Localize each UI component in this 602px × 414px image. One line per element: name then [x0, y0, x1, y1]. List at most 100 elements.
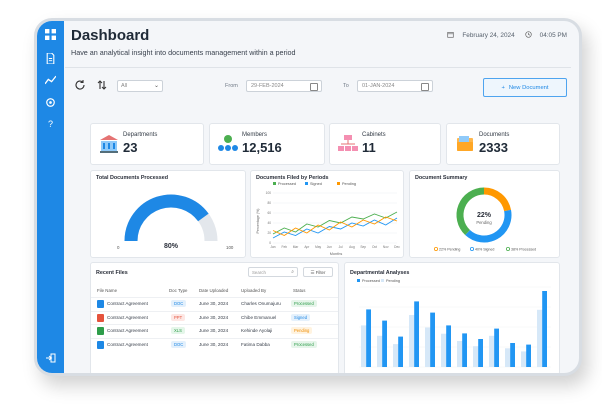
file-name: Contract Agreement	[107, 328, 148, 333]
from-date-value: 29-FEB-2024	[251, 83, 284, 89]
grid-icon[interactable]	[37, 21, 64, 47]
y-tick-label: 80	[267, 201, 271, 205]
card-title: Documents Filed by Periods	[256, 175, 329, 181]
refresh-icon[interactable]	[73, 78, 87, 92]
file-icon	[97, 313, 104, 322]
donut-slice	[465, 209, 512, 243]
x-tick-label: Feb	[282, 245, 288, 249]
bar-processed	[414, 301, 419, 367]
sidebar: ?	[37, 21, 64, 373]
page-title: Dashboard	[71, 27, 150, 44]
card-title: Total Documents Processed	[96, 175, 169, 181]
to-date-input[interactable]: 01-JAN-2024	[357, 80, 433, 92]
donut-chart: 22% Pending 22% Pending 40% Signed 38% Pro…	[433, 187, 536, 252]
bar-pending	[361, 325, 370, 367]
legend-label: Pending	[342, 182, 356, 186]
legend-swatch	[357, 279, 360, 282]
help-icon[interactable]: ?	[47, 119, 53, 129]
to-date-value: 01-JAN-2024	[362, 83, 395, 89]
stat-label: Cabinets	[362, 132, 386, 138]
status-badge: Processed	[291, 340, 317, 348]
donut-slice	[483, 187, 512, 212]
new-document-button[interactable]: + New Document	[483, 78, 567, 97]
y-tick-label: 100	[266, 191, 272, 195]
stat-label: Documents	[479, 132, 510, 138]
logout-icon[interactable]	[37, 353, 64, 363]
filter-select[interactable]: All ⌄	[117, 80, 163, 92]
file-icon	[97, 340, 104, 349]
file-icon	[97, 300, 104, 308]
uploaded-by: Chibe Emmanuel	[241, 314, 277, 320]
x-tick-label: Apr	[304, 245, 310, 249]
table-row[interactable]: Contract Agreement DOC June 30, 2024 Charle…	[91, 297, 338, 311]
stat-card-documents[interactable]: Documents 2333	[446, 123, 560, 165]
search-input[interactable]: Search ⌕	[248, 267, 298, 277]
card-title: Document Summary	[415, 175, 468, 181]
stat-value: 2333	[479, 140, 508, 155]
members-icon	[218, 135, 238, 151]
filed-by-periods-card: Documents Filed by Periods Processed Sign…	[250, 170, 404, 258]
card-title: Departmental Analyses	[350, 270, 410, 276]
departmental-card: Departmental Analyses Processed Pending	[344, 262, 560, 373]
x-tick-label: Sep	[360, 245, 366, 249]
uploaded-by: Kehinde Ayolaji	[241, 328, 273, 333]
bar-pending	[393, 344, 402, 367]
bar-processed	[430, 312, 435, 367]
clock-icon	[524, 31, 534, 39]
total-processed-card: Total Documents Processed 80% 0 100	[90, 170, 246, 258]
bar-pending	[425, 327, 434, 367]
y-tick-label: 40	[267, 221, 271, 225]
stat-value: 12,516	[242, 140, 282, 155]
legend-swatch	[305, 182, 308, 185]
document-summary-card: Document Summary 22% Pending 22% Pending…	[409, 170, 560, 258]
settings-icon[interactable]	[37, 91, 64, 113]
doc-type-badge: XLS	[171, 327, 185, 334]
search-placeholder: Search	[252, 270, 266, 275]
legend-label: Pending	[386, 279, 400, 283]
date-uploaded: June 30, 2024	[199, 341, 229, 347]
bar-processed	[494, 328, 499, 367]
file-name: Contract Agreement	[107, 314, 148, 320]
stat-card-cabinets[interactable]: Cabinets 11	[329, 123, 441, 165]
x-tick-label: Aug	[349, 245, 355, 249]
bar-pending	[537, 309, 546, 367]
legend-label: Processed	[278, 182, 296, 186]
series-line	[272, 216, 398, 237]
analytics-icon[interactable]	[37, 69, 64, 91]
device-frame: ? Dashboard Have an analytical insight i…	[34, 18, 582, 376]
bar-pending	[441, 333, 450, 367]
donut-slices	[456, 187, 512, 243]
filter-select-value: All	[121, 83, 128, 89]
bar-pending	[409, 315, 418, 367]
gauge-chart: 80% 0 100	[117, 194, 234, 250]
bar-processed	[542, 291, 547, 367]
table-row[interactable]: Contract Agreement PPT June 30, 2024 Chibe …	[91, 310, 338, 325]
documents-icon	[457, 136, 473, 151]
filter-button[interactable]: ☰ Filter	[303, 267, 333, 277]
column-header: Status	[293, 288, 306, 293]
uploaded-by: Charles Onumajuru	[241, 301, 281, 306]
table-row[interactable]: Contract Agreement DOC June 30, 2024 Fatima…	[91, 337, 338, 352]
header-divider	[65, 67, 571, 68]
column-header: Uploaded By	[241, 288, 267, 293]
bar-chart-series	[361, 291, 547, 367]
line-chart-grid: 0 20 40 60 80 100 Jan Feb Mar Apr May Jun Jul Aug Sep O…	[266, 191, 401, 249]
stat-card-departments[interactable]: Departments 23	[90, 123, 204, 165]
calendar-icon	[421, 83, 429, 91]
document-icon[interactable]	[37, 47, 64, 69]
sort-icon[interactable]	[95, 78, 109, 92]
line-chart-legend: Processed Signed Pending	[273, 182, 356, 186]
table-row[interactable]: Contract Agreement XLS June 30, 2024 Kehind…	[91, 324, 338, 338]
bar-processed	[526, 344, 531, 367]
donut-center-value: 22%	[477, 212, 492, 219]
from-date-input[interactable]: 29-FEB-2024	[246, 80, 322, 92]
gauge-max: 100	[226, 245, 234, 250]
stat-label: Departments	[123, 132, 158, 138]
date-uploaded: June 30, 2024	[199, 314, 229, 320]
date-uploaded: June 30, 2024	[199, 301, 229, 306]
stat-card-members[interactable]: Members 12,516	[209, 123, 325, 165]
status-badge: Pending	[291, 327, 313, 334]
toolbar: All ⌄ From 29-FEB-2024 To 01-JAN-2024 + …	[73, 78, 567, 97]
uploaded-by: Fatima Dabba	[241, 341, 270, 347]
legend-swatch	[470, 247, 475, 252]
